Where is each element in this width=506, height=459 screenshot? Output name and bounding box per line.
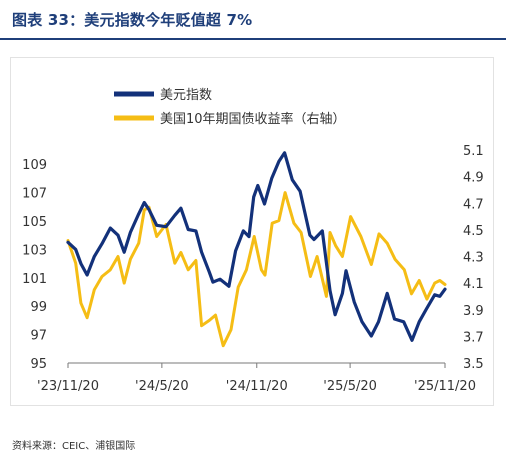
line-chart: 95 97 99 101 103 105 107 109 3.5 3.7 3.9 4.1 4.3 4.5… bbox=[22, 88, 484, 394]
left-axis-tick-label: 99 bbox=[30, 300, 47, 315]
left-axis-tick-label: 107 bbox=[22, 187, 47, 202]
x-axis-tick-label: '25/5/20 bbox=[323, 379, 377, 394]
x-axis-tick-label: '24/5/20 bbox=[135, 379, 189, 394]
left-axis-tick-label: 95 bbox=[30, 357, 47, 372]
source-note: 资料来源：CEIC、浦银国际 bbox=[12, 441, 136, 452]
right-axis-tick-label: 4.3 bbox=[463, 251, 484, 266]
x-axis-tick-label: '25/11/20 bbox=[414, 379, 476, 394]
series-line-usd-index bbox=[66, 151, 447, 342]
chart-title: 图表 33：美元指数今年贬值超 7% bbox=[12, 11, 253, 29]
left-axis-tick-label: 101 bbox=[22, 272, 47, 287]
left-axis-tick-label: 105 bbox=[22, 215, 47, 230]
left-axis-tick-label: 109 bbox=[22, 158, 47, 173]
right-axis-ticks: 3.5 3.7 3.9 4.1 4.3 4.5 4.7 4.9 5.1 bbox=[463, 144, 484, 372]
right-axis-tick-label: 3.7 bbox=[463, 330, 484, 345]
right-axis-tick-label: 4.5 bbox=[463, 224, 484, 239]
legend-label: 美国10年期国债收益率（右轴） bbox=[160, 111, 346, 127]
right-axis-tick-label: 4.1 bbox=[463, 277, 484, 292]
x-axis-ticks: '23/11/20 '24/5/20 '24/11/20 '25/5/20 '25/11… bbox=[37, 363, 476, 394]
series-layer bbox=[66, 151, 447, 348]
right-axis-tick-label: 3.5 bbox=[463, 357, 484, 372]
x-axis-tick-label: '23/11/20 bbox=[37, 379, 99, 394]
chart-frame bbox=[10, 57, 494, 406]
left-axis-tick-label: 97 bbox=[30, 329, 47, 344]
left-axis-tick-label: 103 bbox=[22, 243, 47, 258]
left-axis-ticks: 95 97 99 101 103 105 107 109 bbox=[22, 158, 47, 372]
x-axis-tick-label: '24/11/20 bbox=[226, 379, 288, 394]
title-divider bbox=[0, 38, 506, 40]
legend-label: 美元指数 bbox=[160, 88, 212, 103]
right-axis-tick-label: 4.9 bbox=[463, 171, 484, 186]
series-line-us10y-yield bbox=[66, 191, 447, 348]
right-axis-tick-label: 5.1 bbox=[463, 144, 484, 159]
right-axis-tick-label: 4.7 bbox=[463, 197, 484, 212]
right-axis-tick-label: 3.9 bbox=[463, 304, 484, 319]
